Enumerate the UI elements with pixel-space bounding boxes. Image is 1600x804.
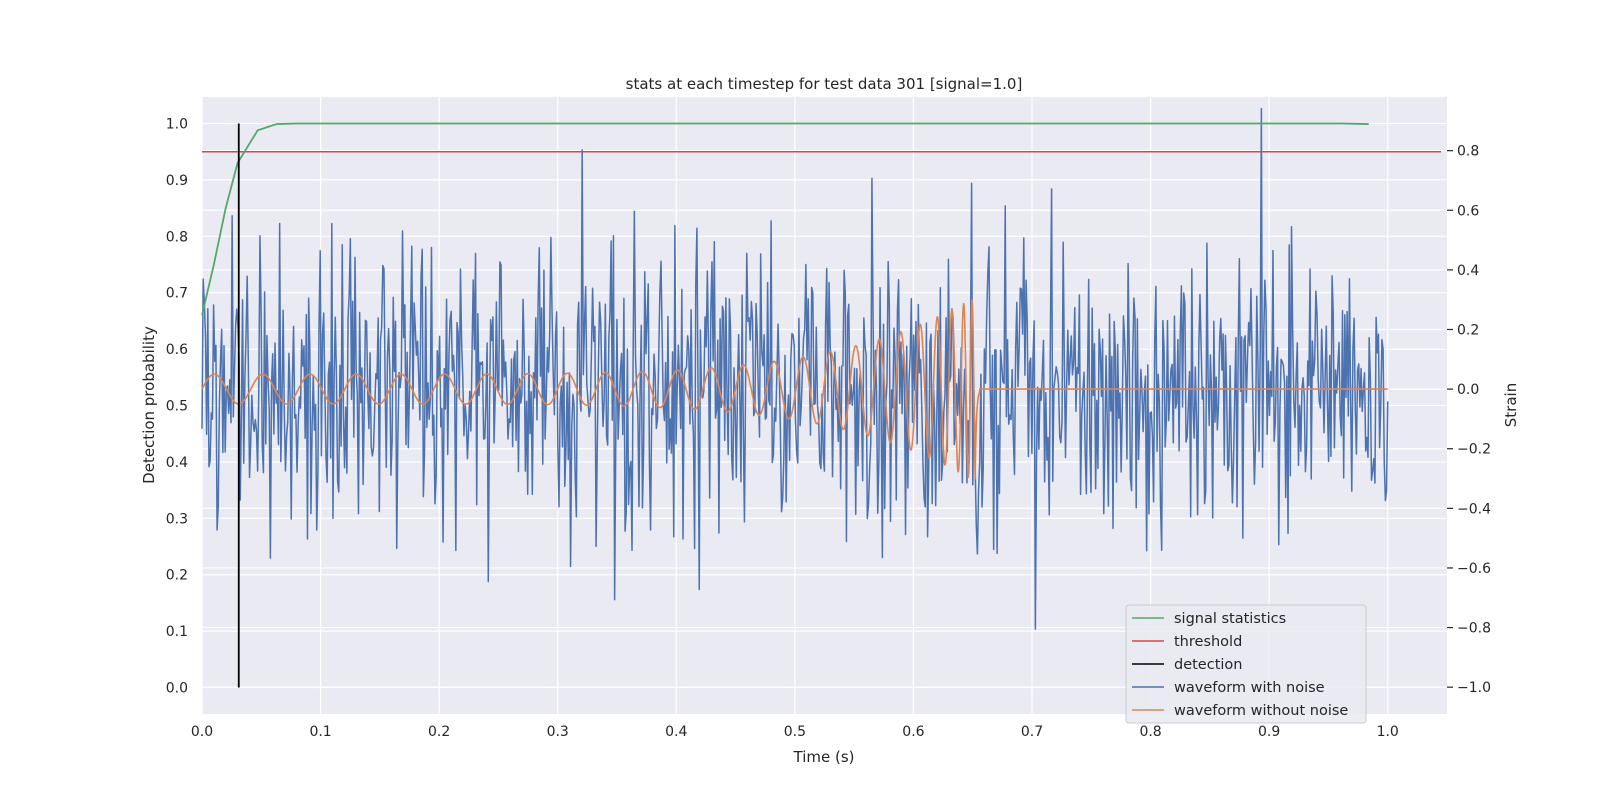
x-tick-label: 0.5	[784, 724, 806, 740]
y-tick-label: 0.6	[166, 342, 188, 358]
y-tick-label: 0.2	[166, 568, 188, 584]
x-tick-label: 0.2	[428, 724, 450, 740]
legend-label: signal statistics	[1174, 611, 1286, 627]
x-tick-label: 0.8	[1139, 724, 1161, 740]
y-right-tick-label: −1.0	[1457, 680, 1491, 696]
y-tick-label: 0.3	[166, 511, 188, 527]
y-axis-label: Detection probability	[140, 326, 158, 484]
y-tick-label: 0.4	[166, 455, 188, 471]
legend-label: waveform with noise	[1174, 680, 1325, 696]
x-tick-label: 0.0	[191, 724, 213, 740]
legend-label: detection	[1174, 657, 1242, 673]
series-layer	[201, 107, 1442, 688]
tick-layer: 0.0 0.1 0.2 0.3 0.4 0.5 0.6 0.7 0.8 0.9 1.0 0.0 0.1 0…	[166, 117, 1491, 740]
legend-label: waveform without noise	[1174, 703, 1348, 719]
y-right-tick-label: 0.0	[1457, 382, 1479, 398]
x-axis-label: Time (s)	[793, 748, 855, 766]
legend-label: threshold	[1174, 634, 1242, 650]
y-tick-label: 0.8	[166, 229, 188, 245]
x-tick-label: 1.0	[1377, 724, 1399, 740]
y-tick-label: 0.1	[166, 624, 188, 640]
y-axis-label-right: Strain	[1502, 383, 1520, 427]
chart-title: stats at each timestep for test data 301…	[626, 75, 1023, 93]
y-right-tick-label: −0.2	[1457, 442, 1491, 458]
series-waveform-without-noise	[201, 299, 1389, 480]
y-right-tick-label: −0.4	[1457, 501, 1491, 517]
y-tick-label: 1.0	[166, 117, 188, 133]
x-tick-label: 0.7	[1021, 724, 1043, 740]
y-right-tick-label: −0.6	[1457, 561, 1491, 577]
legend-entry-detection: detection	[1132, 657, 1242, 673]
x-tick-label: 0.6	[902, 724, 924, 740]
y-tick-label: 0.0	[166, 680, 188, 696]
y-right-tick-label: −0.8	[1457, 621, 1491, 637]
legend-entry-waveform-without-noise: waveform without noise	[1132, 703, 1348, 719]
y-right-tick-label: 0.2	[1457, 322, 1479, 338]
series-waveform-with-noise	[201, 107, 1389, 630]
legend-entry-signal-statistics: signal statistics	[1132, 611, 1286, 627]
y-right-tick-label: 0.4	[1457, 263, 1479, 279]
y-tick-label: 0.7	[166, 286, 188, 302]
y-right-tick-label: 0.6	[1457, 203, 1479, 219]
y-tick-label: 0.9	[166, 173, 188, 189]
legend-frame	[1125, 604, 1367, 724]
y-right-tick-label: 0.8	[1457, 144, 1479, 160]
legend-entry-threshold: threshold	[1132, 634, 1242, 650]
x-tick-label: 0.4	[665, 724, 687, 740]
x-tick-label: 0.9	[1258, 724, 1280, 740]
series-signal-statistics	[201, 122, 1369, 316]
legend-entry-waveform-with-noise: waveform with noise	[1132, 680, 1325, 696]
legend: signal statistics threshold detection wa…	[1125, 604, 1367, 724]
x-tick-label: 0.3	[547, 724, 569, 740]
y-tick-label: 0.5	[166, 399, 188, 415]
x-tick-label: 0.1	[309, 724, 331, 740]
